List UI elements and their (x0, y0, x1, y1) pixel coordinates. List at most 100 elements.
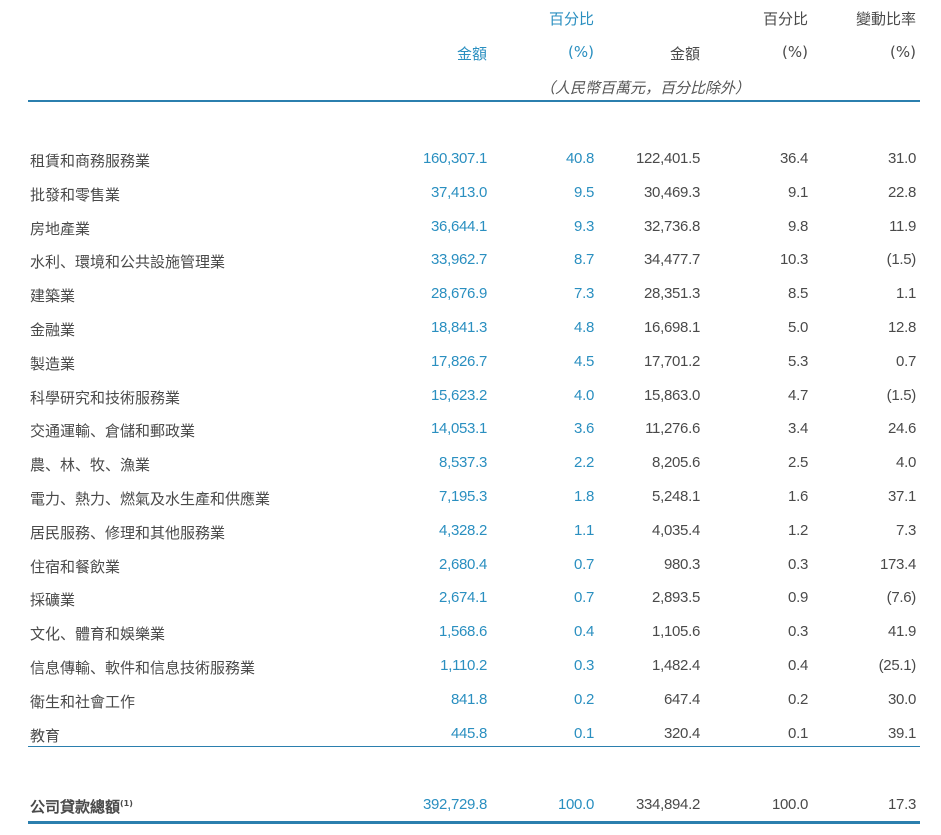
total-row: 公司貸款總額(1) 392,729.8 100.0 334,894.2 100.… (0, 796, 941, 820)
row-label: 農、林、牧、漁業 (30, 456, 151, 475)
amount-prior: 122,401.5 (635, 150, 700, 167)
amount-prior: 16,698.1 (644, 319, 700, 336)
percent-prior: 8.5 (788, 285, 808, 303)
row-label: 信息傳輸、軟件和信息技術服務業 (30, 659, 256, 677)
amount-prior: 30,469.3 (644, 183, 700, 201)
change-rate: (1.5) (886, 386, 917, 404)
percent-current: 1.1 (574, 521, 594, 539)
percent-current: 3.6 (574, 420, 594, 438)
percent-prior: 1.6 (788, 488, 808, 505)
change-rate: 22.8 (888, 183, 916, 201)
percent-current: 0.1 (574, 724, 594, 742)
col2-header-line2: (%) (568, 43, 594, 61)
amount-current: 445.8 (450, 724, 487, 742)
col3-header: 金額 (669, 45, 700, 63)
percent-current: 4.8 (574, 319, 594, 336)
row-label: 科學研究和技術服務業 (30, 388, 181, 407)
percent-prior: 9.8 (788, 217, 808, 235)
table-row: 信息傳輸、軟件和信息技術服務業 1,110.2 0.3 1,482.4 0.4 (25.1… (0, 657, 941, 681)
total-rule (28, 821, 920, 824)
total-v2: 100.0 (557, 796, 594, 813)
percent-prior: 0.3 (788, 555, 808, 573)
percent-prior: 1.2 (788, 521, 808, 539)
col1-header: 金額 (456, 45, 487, 63)
row-label: 文化、體育和娛樂業 (30, 625, 166, 644)
amount-prior: 8,205.6 (652, 454, 700, 472)
amount-prior: 1,482.4 (652, 657, 700, 674)
row-label: 採礦業 (30, 591, 76, 610)
percent-current: 40.8 (566, 150, 594, 167)
amount-current: 4,328.2 (439, 521, 487, 539)
table-row: 水利、環境和公共設施管理業 33,962.7 8.7 34,477.7 10.3 (1.5… (0, 251, 941, 275)
change-rate: 0.7 (896, 352, 916, 370)
change-rate: 30.0 (888, 690, 916, 708)
percent-current: 0.7 (574, 589, 594, 607)
header-rule (28, 100, 920, 102)
amount-prior: 980.3 (663, 555, 700, 573)
percent-prior: 9.1 (788, 183, 808, 201)
percent-current: 4.5 (574, 352, 594, 370)
total-v3: 334,894.2 (635, 796, 700, 813)
amount-current: 37,413.0 (431, 183, 487, 201)
total-label-text: 公司貸款總額 (30, 798, 121, 816)
col5-header-line1: 變動比率 (855, 10, 916, 28)
change-rate: 7.3 (896, 521, 916, 539)
amount-prior: 11,276.6 (645, 420, 700, 438)
col2-header-line1: 百分比 (548, 10, 594, 28)
row-label: 房地產業 (30, 219, 91, 238)
table-row: 科學研究和技術服務業 15,623.2 4.0 15,863.0 4.7 (1.5) (0, 387, 941, 411)
table-row: 租賃和商務服務業 160,307.1 40.8 122,401.5 36.4 31.0 (0, 150, 941, 174)
amount-current: 841.8 (450, 690, 487, 708)
percent-current: 9.3 (574, 217, 594, 235)
amount-prior: 32,736.8 (644, 217, 700, 235)
change-rate: 41.9 (888, 623, 916, 641)
table-row: 批發和零售業 37,413.0 9.5 30,469.3 9.1 22.8 (0, 184, 941, 208)
amount-prior: 15,863.0 (644, 386, 700, 404)
percent-current: 0.2 (574, 690, 594, 708)
table-row: 文化、體育和娛樂業 1,568.6 0.4 1,105.6 0.3 41.9 (0, 623, 941, 647)
row-label: 批發和零售業 (30, 185, 121, 204)
amount-current: 14,053.1 (431, 420, 487, 438)
amount-prior: 320.4 (663, 724, 700, 742)
amount-current: 36,644.1 (431, 217, 487, 235)
amount-current: 160,307.1 (422, 150, 487, 167)
percent-current: 7.3 (574, 285, 594, 303)
amount-prior: 647.4 (663, 690, 700, 708)
change-rate: 11.9 (889, 217, 916, 235)
change-rate: 4.0 (896, 454, 916, 472)
unit-note: （人民幣百萬元，百分比除外） (540, 79, 751, 97)
table-row: 教育 445.8 0.1 320.4 0.1 39.1 (0, 725, 941, 749)
row-label: 水利、環境和公共設施管理業 (30, 253, 226, 272)
change-rate: 31.0 (888, 150, 916, 167)
change-rate: 12.8 (888, 319, 916, 336)
row-label: 住宿和餐飲業 (30, 557, 121, 576)
total-label: 公司貸款總額(1) (30, 796, 133, 817)
percent-current: 2.2 (574, 454, 594, 472)
change-rate: 24.6 (888, 420, 916, 438)
percent-prior: 0.2 (788, 690, 808, 708)
table-row: 農、林、牧、漁業 8,537.3 2.2 8,205.6 2.5 4.0 (0, 454, 941, 478)
table-row: 製造業 17,826.7 4.5 17,701.2 5.3 0.7 (0, 353, 941, 377)
percent-prior: 0.3 (788, 623, 808, 641)
amount-prior: 34,477.7 (644, 251, 700, 269)
total-v5: 17.3 (888, 796, 916, 813)
change-rate: 1.1 (896, 285, 916, 303)
percent-prior: 5.0 (788, 319, 808, 336)
percent-current: 0.4 (574, 623, 594, 641)
col4-header-line2: (%) (782, 43, 808, 61)
table-row: 金融業 18,841.3 4.8 16,698.1 5.0 12.8 (0, 319, 941, 343)
total-v1: 392,729.8 (422, 796, 487, 813)
row-label: 電力、熱力、燃氣及水生產和供應業 (30, 490, 271, 508)
amount-current: 2,680.4 (439, 555, 487, 573)
table-row: 建築業 28,676.9 7.3 28,351.3 8.5 1.1 (0, 285, 941, 309)
amount-current: 1,110.2 (440, 657, 487, 674)
footnote-marker: (1) (120, 799, 133, 808)
change-rate: 173.4 (879, 555, 916, 573)
amount-current: 18,841.3 (431, 319, 487, 336)
change-rate: (7.6) (886, 589, 917, 607)
percent-current: 0.7 (574, 555, 594, 573)
amount-current: 15,623.2 (431, 386, 487, 404)
table-row: 居民服務、修理和其他服務業 4,328.2 1.1 4,035.4 1.2 7.3 (0, 522, 941, 546)
total-v4: 100.0 (771, 796, 808, 813)
amount-prior: 28,351.3 (644, 285, 700, 303)
